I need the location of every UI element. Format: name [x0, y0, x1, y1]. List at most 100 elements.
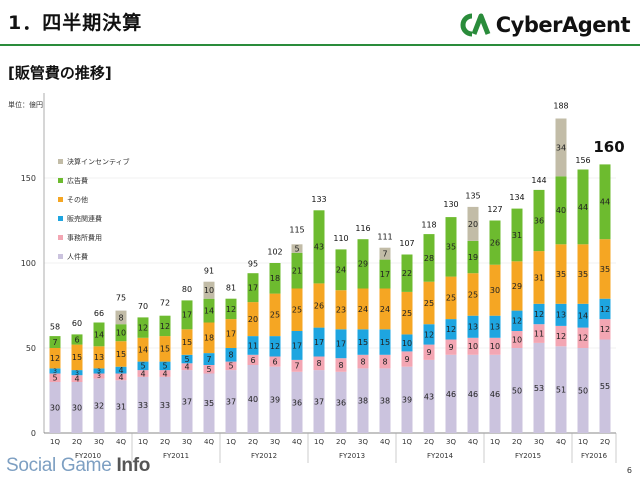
data-label: 12 — [138, 323, 148, 332]
data-label: 5 — [162, 362, 167, 371]
data-label: 4 — [74, 374, 79, 383]
bar-segment — [423, 344, 435, 360]
data-label: 38 — [358, 397, 368, 406]
x-tick-label: 3Q — [94, 438, 104, 446]
bar-segment — [599, 164, 611, 240]
data-label: 10 — [204, 286, 214, 295]
data-label: 13 — [490, 323, 500, 332]
bar-segment — [467, 337, 479, 355]
data-label: 46 — [490, 390, 500, 399]
x-tick-label: 4Q — [204, 438, 214, 446]
data-label: 14 — [578, 312, 588, 321]
data-label: 36 — [336, 398, 346, 407]
data-label: 12 — [600, 305, 610, 314]
data-label: 25 — [402, 309, 412, 318]
bar-segment — [203, 298, 215, 323]
total-label: 127 — [487, 205, 502, 214]
bar-segment — [357, 288, 369, 330]
data-label: 12 — [160, 322, 170, 331]
x-tick-label: 2Q — [336, 438, 346, 446]
data-label: 50 — [512, 386, 522, 395]
bar-segment — [577, 169, 589, 245]
bar-segment — [225, 370, 237, 433]
data-label: 7 — [294, 362, 299, 371]
bar-segment — [49, 382, 61, 433]
data-label: 25 — [292, 306, 302, 315]
x-tick-label: 3Q — [358, 438, 368, 446]
data-label: 11 — [248, 341, 258, 350]
cyberagent-logo-icon — [460, 13, 491, 37]
y-tick-label: 100 — [21, 259, 36, 268]
bar-segment — [181, 354, 193, 364]
data-label: 9 — [426, 348, 431, 357]
data-label: 10 — [402, 339, 412, 348]
total-label: 75 — [116, 294, 126, 303]
bar-segment — [467, 206, 479, 241]
bar-segment — [533, 189, 545, 252]
data-label: 30 — [72, 403, 82, 412]
page-number: 6 — [626, 466, 632, 475]
data-label: 15 — [358, 338, 368, 347]
bar-segment — [401, 254, 413, 292]
legend-swatch — [58, 235, 63, 240]
data-label: 17 — [380, 270, 390, 279]
total-label: 102 — [267, 248, 282, 257]
bar-segment — [181, 370, 193, 433]
page-title: 1．四半期決算 — [8, 12, 143, 34]
bar-segment — [93, 373, 105, 379]
x-tick-label: 1Q — [402, 438, 412, 446]
data-label: 8 — [118, 313, 123, 322]
total-label: 70 — [138, 302, 148, 311]
bar-segment — [137, 361, 149, 371]
bar-segment — [489, 354, 501, 433]
unit-label: 単位：億円 — [8, 100, 43, 109]
data-label: 9 — [448, 343, 453, 352]
bar-segment — [599, 319, 611, 340]
bar-segment — [137, 376, 149, 433]
bar-segment — [555, 244, 567, 304]
bar-segment — [555, 325, 567, 347]
bar-segment — [93, 378, 105, 433]
x-tick-label: 1Q — [226, 438, 236, 446]
bar-segment — [137, 370, 149, 377]
data-label: 17 — [336, 340, 346, 349]
data-label: 7 — [206, 355, 211, 364]
bar-segment — [269, 263, 281, 294]
data-label: 11 — [534, 329, 544, 338]
data-label: 17 — [314, 338, 324, 347]
bar-segment — [555, 346, 567, 433]
data-label: 8 — [360, 357, 365, 366]
bar-segment — [291, 371, 303, 433]
data-label: 3 — [53, 368, 57, 375]
bar-segment — [401, 291, 413, 335]
bar-segment — [313, 283, 325, 328]
bar-segment — [247, 354, 259, 365]
bar-segment — [71, 375, 83, 382]
bar-segment — [467, 240, 479, 274]
bar-segment — [269, 336, 281, 357]
data-label: 37 — [226, 397, 236, 406]
data-label: 22 — [402, 269, 412, 278]
data-label: 51 — [556, 386, 566, 395]
bar-segment — [115, 310, 127, 325]
data-label: 6 — [250, 356, 255, 365]
bar-segment — [445, 217, 457, 277]
bar-segment — [159, 370, 171, 377]
bar-segment — [379, 288, 391, 330]
data-label: 14 — [138, 346, 148, 355]
group-label: FY2015 — [515, 452, 541, 460]
bar-segment — [555, 303, 567, 326]
group-label: FY2013 — [339, 452, 365, 460]
data-label: 23 — [336, 306, 346, 315]
bar-segment — [445, 354, 457, 433]
data-label: 10 — [116, 329, 126, 338]
total-label: 66 — [94, 309, 104, 318]
header-divider — [0, 44, 640, 46]
bar-segment — [577, 303, 589, 328]
total-label: 91 — [204, 266, 214, 275]
total-label: 58 — [50, 322, 60, 331]
bar-segment — [489, 264, 501, 316]
bar-segment — [291, 359, 303, 372]
total-label: 130 — [443, 200, 458, 209]
bar-segment — [357, 368, 369, 433]
